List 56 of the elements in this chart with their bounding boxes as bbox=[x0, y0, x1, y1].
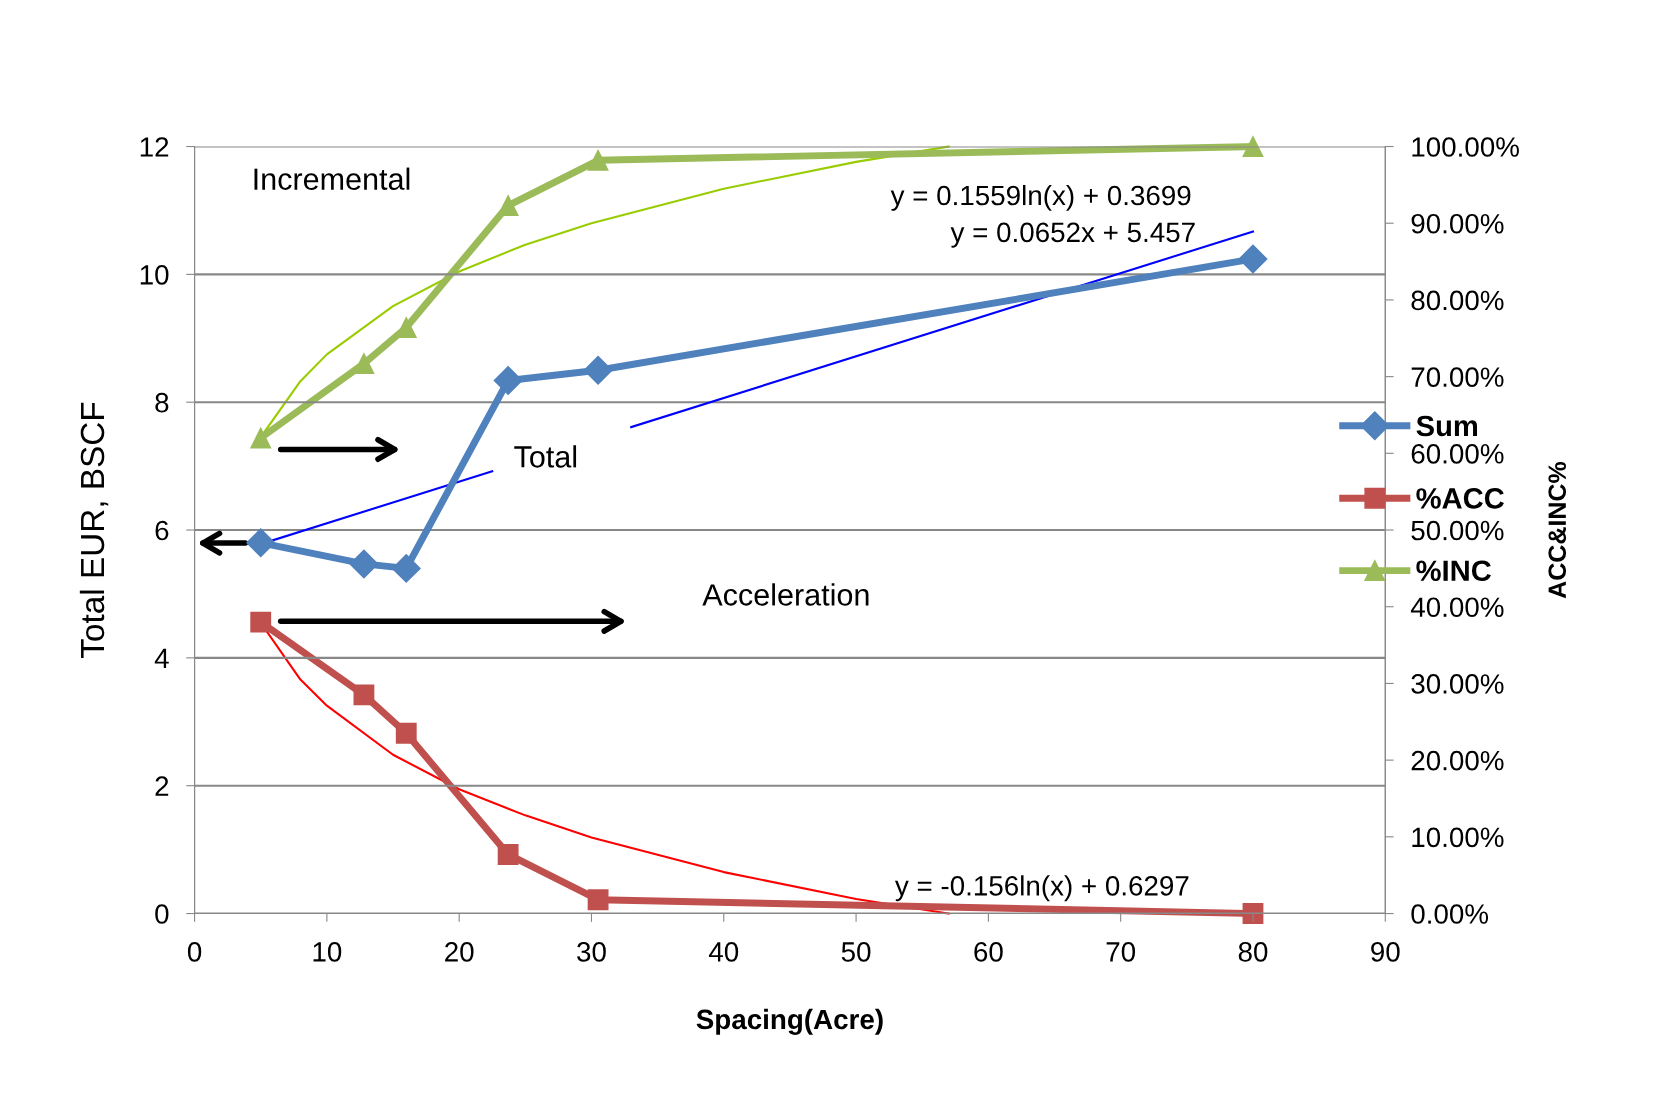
x-tick-label: 90 bbox=[1371, 942, 1400, 962]
x-tick-label: 50 bbox=[841, 942, 871, 962]
legend-label: %ACC bbox=[1416, 488, 1504, 509]
y-tick-label: 0 bbox=[155, 904, 169, 924]
point bbox=[1238, 244, 1268, 274]
y2-tick-label: 20.00% bbox=[1411, 750, 1504, 771]
point bbox=[493, 366, 523, 395]
annotation: y = 0.1559ln(x) + 0.3699 bbox=[890, 184, 1191, 211]
y2-tick-label: 80.00% bbox=[1411, 290, 1504, 311]
legend-label: Sum bbox=[1416, 415, 1478, 437]
x-tick-label: 10 bbox=[313, 942, 342, 962]
y2-tick-label: 40.00% bbox=[1410, 597, 1504, 618]
annotation: Acceleration bbox=[702, 583, 869, 606]
y2-tick-label: 60.00% bbox=[1411, 443, 1504, 464]
point bbox=[250, 611, 272, 633]
annotation: Total bbox=[514, 445, 577, 468]
y-axis-title: Total EUR, BSCF bbox=[79, 402, 109, 658]
point bbox=[353, 353, 375, 375]
y-tick-label: 8 bbox=[155, 392, 169, 413]
annotation: Incremental bbox=[254, 167, 410, 190]
point bbox=[1242, 136, 1264, 157]
legend-label: %INC bbox=[1416, 560, 1491, 582]
y2-tick-label: 100.00% bbox=[1412, 137, 1519, 157]
point bbox=[587, 149, 609, 171]
point bbox=[395, 722, 417, 744]
x-tick-label: 0 bbox=[187, 942, 202, 962]
point bbox=[391, 553, 421, 583]
point bbox=[587, 889, 609, 911]
point bbox=[497, 844, 519, 865]
point bbox=[583, 355, 613, 385]
y-tick-label: 6 bbox=[155, 520, 169, 541]
x-tick-label: 60 bbox=[974, 942, 1003, 962]
y2-axis-title: ACC&INC% bbox=[1548, 461, 1567, 599]
y-tick-label: 12 bbox=[140, 137, 169, 157]
y-tick-label: 4 bbox=[154, 648, 169, 668]
x-tick-label: 40 bbox=[708, 942, 739, 962]
y2-tick-label: 30.00% bbox=[1411, 674, 1504, 694]
annotation: y = -0.156ln(x) + 0.6297 bbox=[894, 875, 1189, 902]
x-tick-label: 20 bbox=[445, 942, 474, 962]
point bbox=[250, 427, 272, 449]
point bbox=[349, 549, 379, 579]
x-tick-label: 80 bbox=[1238, 942, 1268, 962]
y2-tick-label: 70.00% bbox=[1411, 367, 1504, 387]
point bbox=[246, 528, 276, 558]
y2-tick-label: 10.00% bbox=[1412, 827, 1504, 848]
annotation: y = 0.0652x + 5.457 bbox=[950, 222, 1195, 248]
x-axis-title: Spacing(Acre) bbox=[696, 1008, 883, 1035]
x-tick-label: 30 bbox=[577, 942, 606, 962]
y2-tick-label: 90.00% bbox=[1411, 213, 1504, 234]
y-tick-label: 10 bbox=[140, 265, 169, 285]
y2-tick-label: 50.00% bbox=[1411, 520, 1504, 541]
y2-tick-label: 0.00% bbox=[1411, 904, 1489, 924]
point bbox=[353, 684, 375, 706]
point bbox=[497, 195, 519, 216]
x-tick-label: 70 bbox=[1106, 942, 1136, 962]
y-tick-label: 2 bbox=[155, 776, 169, 796]
